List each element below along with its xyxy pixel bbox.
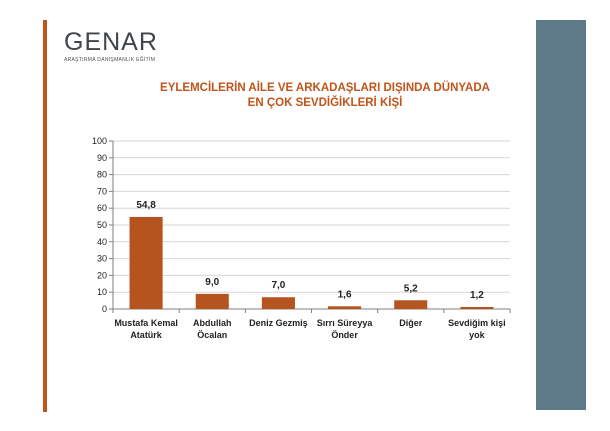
bar — [328, 306, 362, 309]
y-tick-label: 10 — [97, 287, 107, 297]
bar — [129, 216, 163, 309]
y-tick-label: 80 — [97, 170, 107, 180]
genar-logo: GENAR ARAŞTIRMA DANIŞMANLIK EĞİTİM — [64, 28, 158, 64]
y-tick-label: 60 — [97, 203, 107, 213]
y-tick-label: 70 — [97, 186, 107, 196]
bar — [460, 306, 494, 309]
category-label: Abdullah — [193, 318, 232, 328]
category-label: Mustafa Kemal — [114, 318, 178, 328]
logo-tagline: ARAŞTIRMA DANIŞMANLIK EĞİTİM — [64, 57, 156, 63]
data-label: 9,0 — [205, 277, 219, 288]
bar — [394, 300, 428, 309]
data-label: 5,2 — [404, 283, 418, 294]
chart-title-line-1: EYLEMCİLERİN AİLE VE ARKADAŞLARI DIŞINDA… — [160, 82, 490, 94]
y-tick-label: 100 — [92, 136, 107, 146]
y-tick-label: 90 — [97, 153, 107, 163]
y-tick-label: 50 — [97, 220, 107, 230]
y-tick-label: 30 — [97, 254, 107, 264]
data-label: 1,6 — [338, 289, 352, 300]
category-label: Önder — [331, 330, 358, 340]
right-side-panel — [536, 20, 586, 410]
chart-title: EYLEMCİLERİN AİLE VE ARKADAŞLARI DIŞINDA… — [120, 81, 530, 111]
bar — [261, 297, 295, 309]
chart-title-line-2: EN ÇOK SEVDİĞİKLERİ KİŞİ — [247, 97, 403, 109]
category-label: yok — [469, 330, 486, 340]
category-label: Deniz Gezmiş — [249, 318, 308, 328]
category-label: Diğer — [399, 318, 423, 328]
bar — [195, 293, 229, 309]
category-label: Sevdiğim kişi — [448, 318, 506, 328]
left-accent-bar — [43, 20, 47, 412]
logo-wordmark: GENAR — [64, 28, 158, 56]
data-label: 1,2 — [470, 290, 484, 301]
category-label: Atatürk — [130, 330, 162, 340]
y-tick-label: 20 — [97, 270, 107, 280]
y-tick-label: 0 — [102, 304, 107, 314]
category-label: Öcalan — [197, 330, 227, 340]
data-label: 7,0 — [271, 280, 285, 291]
category-label: Sırrı Süreyya — [317, 318, 374, 328]
y-tick-label: 40 — [97, 237, 107, 247]
data-label: 54,8 — [136, 200, 156, 211]
